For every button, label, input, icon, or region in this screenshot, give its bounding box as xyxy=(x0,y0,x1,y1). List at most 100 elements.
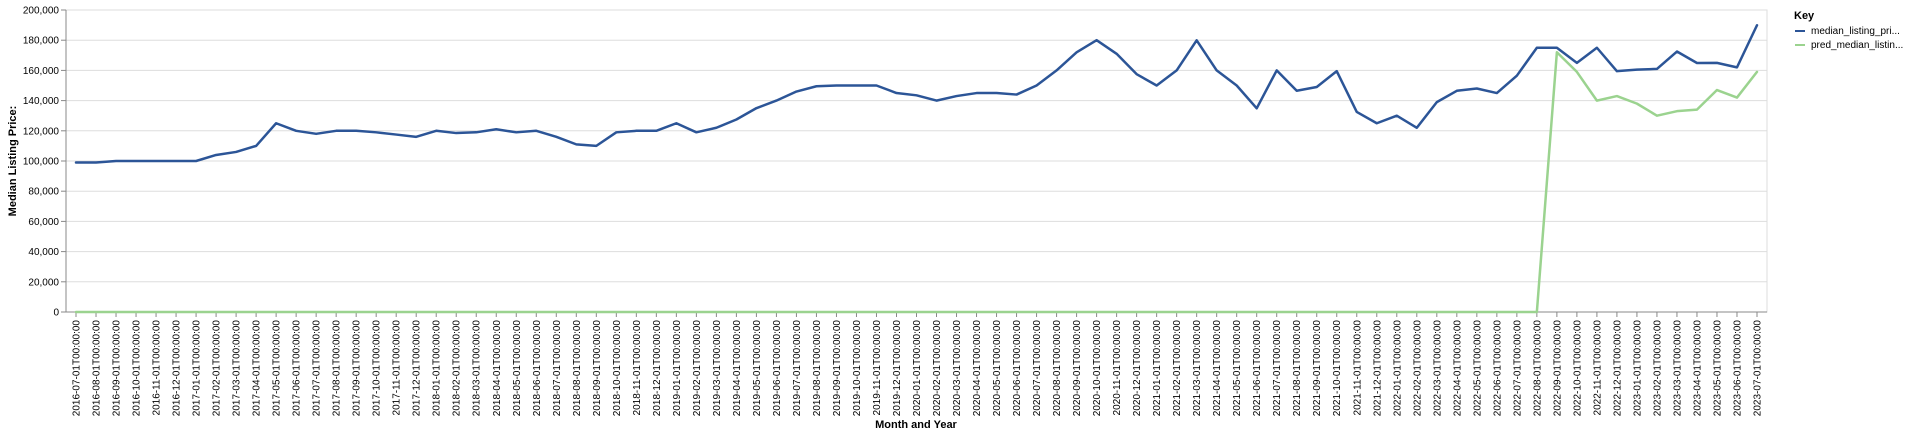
x-tick-label: 2019-09-01T00:00:00 xyxy=(832,320,843,417)
x-tick-label: 2020-12-01T00:00:00 xyxy=(1132,320,1143,417)
y-tick-label: 100,000 xyxy=(23,157,60,168)
x-tick-label: 2022-04-01T00:00:00 xyxy=(1452,320,1463,417)
x-tick-label: 2018-10-01T00:00:00 xyxy=(612,320,623,417)
x-tick-label: 2020-09-01T00:00:00 xyxy=(1072,320,1083,417)
x-tick-label: 2017-10-01T00:00:00 xyxy=(372,320,383,417)
y-tick-label: 140,000 xyxy=(23,96,60,107)
x-tick-label: 2019-11-01T00:00:00 xyxy=(872,320,883,416)
y-tick-label: 20,000 xyxy=(28,277,59,288)
x-tick-label: 2016-09-01T00:00:00 xyxy=(112,320,123,417)
x-tick-label: 2018-12-01T00:00:00 xyxy=(652,320,663,417)
x-tick-label: 2016-07-01T00:00:00 xyxy=(72,320,83,417)
x-tick-label: 2018-02-01T00:00:00 xyxy=(452,320,463,417)
x-tick-label: 2023-04-01T00:00:00 xyxy=(1692,320,1703,417)
x-tick-label: 2023-06-01T00:00:00 xyxy=(1732,320,1743,417)
x-tick-label: 2017-09-01T00:00:00 xyxy=(352,320,363,417)
y-tick-label: 200,000 xyxy=(23,6,60,17)
x-tick-label: 2018-05-01T00:00:00 xyxy=(512,320,523,417)
x-tick-label: 2020-02-01T00:00:00 xyxy=(932,320,943,417)
x-tick-label: 2017-11-01T00:00:00 xyxy=(392,320,403,416)
x-tick-label: 2019-02-01T00:00:00 xyxy=(692,320,703,417)
x-tick-label: 2023-03-01T00:00:00 xyxy=(1672,320,1683,417)
x-tick-label: 2017-05-01T00:00:00 xyxy=(272,320,283,417)
y-tick-label: 160,000 xyxy=(23,66,60,77)
x-tick-label: 2019-07-01T00:00:00 xyxy=(792,320,803,417)
y-tick-label: 120,000 xyxy=(23,126,60,137)
x-tick-label: 2021-10-01T00:00:00 xyxy=(1332,320,1343,417)
x-tick-label: 2020-01-01T00:00:00 xyxy=(912,320,923,417)
legend-label-pred: pred_median_listin... xyxy=(1811,40,1903,51)
x-axis-title: Month and Year xyxy=(875,419,957,431)
x-tick-label: 2018-01-01T00:00:00 xyxy=(432,320,443,417)
series-line-median-listing-price xyxy=(74,24,1759,164)
x-tick-label: 2021-06-01T00:00:00 xyxy=(1252,320,1263,417)
x-tick-label: 2017-07-01T00:00:00 xyxy=(312,320,323,417)
x-tick-label: 2022-08-01T00:00:00 xyxy=(1532,320,1543,417)
series-line-pred-median-listing-price xyxy=(74,51,1759,314)
x-tick-label: 2020-10-01T00:00:00 xyxy=(1092,320,1103,417)
x-tick-label: 2021-05-01T00:00:00 xyxy=(1232,320,1243,417)
x-tick-label: 2018-09-01T00:00:00 xyxy=(592,320,603,417)
x-tick-label: 2022-07-01T00:00:00 xyxy=(1512,320,1523,417)
x-tick-label: 2022-02-01T00:00:00 xyxy=(1412,320,1423,417)
x-tick-label: 2021-12-01T00:00:00 xyxy=(1372,320,1383,417)
x-tick-label: 2021-02-01T00:00:00 xyxy=(1172,320,1183,417)
x-tick-label: 2018-07-01T00:00:00 xyxy=(552,320,563,417)
x-tick-label: 2020-04-01T00:00:00 xyxy=(972,320,983,417)
x-tick-label: 2022-03-01T00:00:00 xyxy=(1432,320,1443,417)
legend-label-median: median_listing_pri... xyxy=(1811,26,1900,37)
y-tick-label: 0 xyxy=(53,308,59,319)
x-tick-label: 2023-07-01T00:00:00 xyxy=(1752,320,1763,417)
y-tick-label: 180,000 xyxy=(23,36,60,47)
x-tick-label: 2017-04-01T00:00:00 xyxy=(252,320,263,417)
x-tick-label: 2020-11-01T00:00:00 xyxy=(1112,320,1123,416)
x-tick-label: 2018-03-01T00:00:00 xyxy=(472,320,483,417)
x-tick-label: 2019-01-01T00:00:00 xyxy=(672,320,683,417)
x-tick-label: 2022-11-01T00:00:00 xyxy=(1592,320,1603,416)
x-tick-label: 2023-05-01T00:00:00 xyxy=(1712,320,1723,417)
y-tick-label: 40,000 xyxy=(28,247,59,258)
x-tick-label: 2021-08-01T00:00:00 xyxy=(1292,320,1303,417)
x-tick-label: 2016-11-01T00:00:00 xyxy=(152,320,163,416)
x-tick-label: 2017-02-01T00:00:00 xyxy=(212,320,223,417)
axes: 0 20,000 40,000 60,000 80,000 100,000 120,000 1… xyxy=(23,6,1767,417)
legend: Key median_listing_pri... pred_median_li… xyxy=(1794,10,1903,51)
y-axis-title: Median Listing Price: xyxy=(7,106,19,217)
x-tick-label: 2017-06-01T00:00:00 xyxy=(292,320,303,417)
legend-title: Key xyxy=(1794,10,1815,22)
x-tick-label: 2022-09-01T00:00:00 xyxy=(1552,320,1563,417)
gridlines xyxy=(66,9,1767,313)
x-tick-label: 2021-07-01T00:00:00 xyxy=(1272,320,1283,417)
x-tick-label: 2018-06-01T00:00:00 xyxy=(532,320,543,417)
y-tick-label: 80,000 xyxy=(28,187,59,198)
x-tick-label: 2017-08-01T00:00:00 xyxy=(332,320,343,417)
y-tick-label: 60,000 xyxy=(28,217,59,228)
x-tick-label: 2016-12-01T00:00:00 xyxy=(172,320,183,417)
x-tick-label: 2021-01-01T00:00:00 xyxy=(1152,320,1163,417)
x-tick-label: 2020-07-01T00:00:00 xyxy=(1032,320,1043,417)
x-tick-label: 2018-08-01T00:00:00 xyxy=(572,320,583,417)
x-tick-label: 2019-12-01T00:00:00 xyxy=(892,320,903,417)
x-tick-label: 2021-11-01T00:00:00 xyxy=(1352,320,1363,416)
x-tick-label: 2022-01-01T00:00:00 xyxy=(1392,320,1403,417)
x-tick-label: 2023-02-01T00:00:00 xyxy=(1652,320,1663,417)
x-tick-label: 2017-03-01T00:00:00 xyxy=(232,320,243,417)
x-tick-label: 2020-03-01T00:00:00 xyxy=(952,320,963,417)
x-tick-label: 2016-08-01T00:00:00 xyxy=(92,320,103,417)
x-tick-label: 2019-10-01T00:00:00 xyxy=(852,320,863,417)
x-tick-label: 2017-01-01T00:00:00 xyxy=(192,320,203,417)
x-tick-label: 2023-01-01T00:00:00 xyxy=(1632,320,1643,417)
x-tick-label: 2022-10-01T00:00:00 xyxy=(1572,320,1583,417)
x-tick-label: 2017-12-01T00:00:00 xyxy=(412,320,423,417)
x-tick-label: 2021-03-01T00:00:00 xyxy=(1192,320,1203,417)
x-tick-label: 2022-05-01T00:00:00 xyxy=(1472,320,1483,417)
series-lines xyxy=(74,24,1759,314)
x-tick-label: 2019-05-01T00:00:00 xyxy=(752,320,763,417)
x-tick-label: 2022-06-01T00:00:00 xyxy=(1492,320,1503,417)
x-tick-label: 2016-10-01T00:00:00 xyxy=(132,320,143,417)
x-tick-label: 2020-06-01T00:00:00 xyxy=(1012,320,1023,417)
x-tick-label: 2020-05-01T00:00:00 xyxy=(992,320,1003,417)
x-tick-label: 2018-04-01T00:00:00 xyxy=(492,320,503,417)
x-tick-label: 2021-09-01T00:00:00 xyxy=(1312,320,1323,417)
